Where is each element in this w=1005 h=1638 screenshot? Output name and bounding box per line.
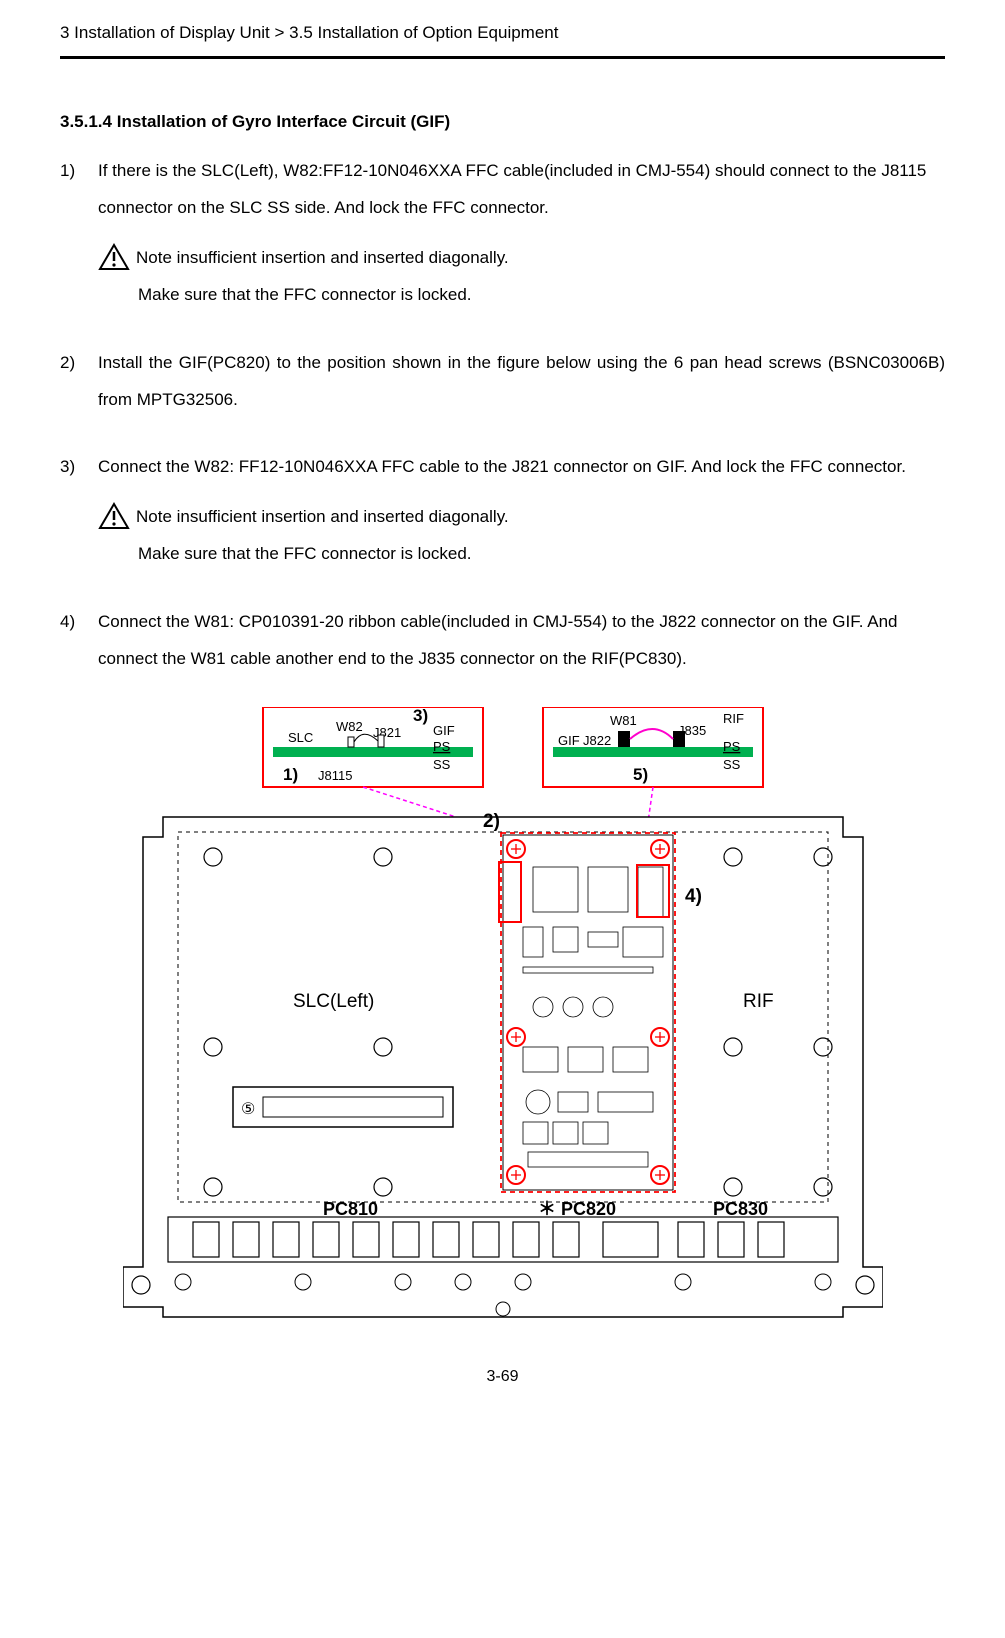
step-1-num: 1) [60,152,75,189]
figure: SLC W82 J821 GIF PS SS 1) J8115 3) GIF W… [60,707,945,1335]
callout-right-rif: RIF [723,711,744,726]
step-1-note-line2: Make sure that the FFC connector is lock… [98,276,945,313]
label-slc-left: SLC(Left) [293,991,374,1012]
step-4: 4) Connect the W81: CP010391-20 ribbon c… [60,603,945,678]
callout-right-ps: PS [723,739,741,754]
label-pc820: PC820 [561,1199,616,1219]
warning-icon [98,502,130,530]
step-1: 1) If there is the SLC(Left), W82:FF12-1… [60,152,945,314]
callout-left-j821: J821 [373,725,401,740]
label-pc820-prefix: ＊ [538,1199,556,1219]
callout-left-ss: SS [433,757,451,772]
callout-right-ss: SS [723,757,741,772]
step-list: 1) If there is the SLC(Left), W82:FF12-1… [60,152,945,677]
chassis: SLC(Left) RIF ⑤ [123,811,883,1317]
step-2-num: 2) [60,344,75,381]
step-1-text: If there is the SLC(Left), W82:FF12-10N0… [98,161,926,217]
callout-left-ps: PS [433,739,451,754]
step-3-num: 3) [60,448,75,485]
step-3-note-line1: Note insufficient insertion and inserted… [136,498,509,535]
page-number: 3-69 [60,1365,945,1389]
warning-icon [98,243,130,271]
pc820-board [499,833,675,1192]
step-1-note-line1: Note insufficient insertion and inserted… [136,239,509,276]
step-2-text: Install the GIF(PC820) to the position s… [98,353,945,409]
step-3-note-line2: Make sure that the FFC connector is lock… [98,535,945,572]
label-step2: 2) [483,811,500,832]
header-rule [60,56,945,59]
step-4-text: Connect the W81: CP010391-20 ribbon cabl… [98,612,897,668]
callout-left: SLC W82 J821 GIF PS SS 1) J8115 3) [263,707,483,787]
callout-right-w81: W81 [610,713,637,728]
callout-right: GIF W81 J822 J835 RIF PS SS 5) [543,707,763,787]
label-pc830: PC830 [713,1199,768,1219]
callout-left-slc: SLC [288,730,313,745]
callout-left-j8115: J8115 [318,768,352,783]
label-pc810: PC810 [323,1199,378,1219]
callout-right-gif: GIF [558,733,580,748]
circle-5: ⑤ [241,1101,255,1118]
callout-right-j822: J822 [583,733,611,748]
callout-left-gif: GIF [433,723,455,738]
section-title: 3.5.1.4 Installation of Gyro Interface C… [60,109,945,135]
callout-left-w82: W82 [336,719,363,734]
installation-diagram: SLC W82 J821 GIF PS SS 1) J8115 3) GIF W… [123,707,883,1327]
step-3: 3) Connect the W82: FF12-10N046XXA FFC c… [60,448,945,572]
callout-right-step5: 5) [633,765,648,784]
step-3-note: Note insufficient insertion and inserted… [98,498,945,573]
step-4-num: 4) [60,603,75,640]
step-2: 2) Install the GIF(PC820) to the positio… [60,344,945,419]
label-step4: 4) [685,886,702,907]
section-number: 3.5.1.4 [60,112,112,131]
label-rif: RIF [743,991,774,1012]
step-1-note: Note insufficient insertion and inserted… [98,239,945,314]
section-heading: Installation of Gyro Interface Circuit (… [117,112,450,131]
callout-left-step3: 3) [413,707,428,725]
breadcrumb: 3 Installation of Display Unit > 3.5 Ins… [60,20,945,46]
callout-left-step1: 1) [283,765,298,784]
step-3-text: Connect the W82: FF12-10N046XXA FFC cabl… [98,457,906,476]
